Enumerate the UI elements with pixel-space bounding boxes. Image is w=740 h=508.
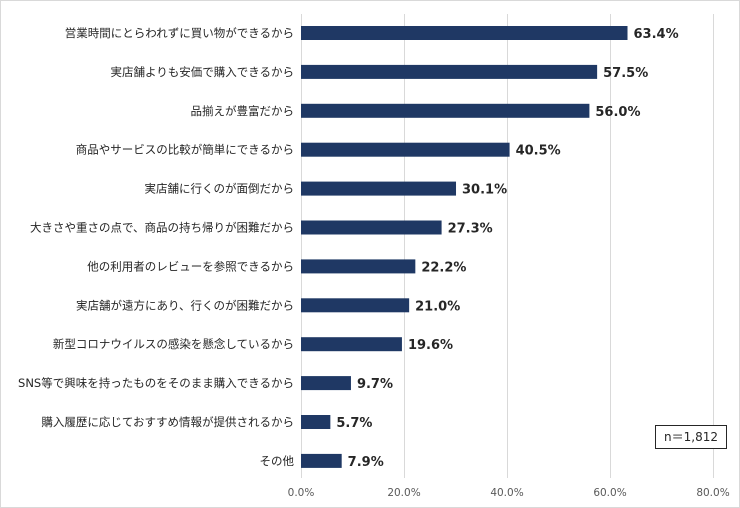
category-label: 購入履歴に応じておすすめ情報が提供されるから [41, 415, 294, 429]
category-label: 実店舗に行くのが面倒だから [145, 182, 295, 196]
x-tick-label: 0.0% [288, 487, 315, 499]
bar [301, 103, 590, 118]
bar [301, 181, 457, 196]
bar [301, 337, 402, 352]
category-label: 営業時間にとらわれずに買い物ができるから [65, 26, 294, 40]
category-label: 実店舗が遠方にあり、行くのが困難だから [76, 298, 294, 312]
category-label: 他の利用者のレビューを参照できるから [87, 259, 294, 273]
value-label: 30.1% [462, 183, 507, 198]
labels: 0.0% 20.0% 40.0% 60.0% 80.0% 営業時間にとらわれずに買い物がで… [18, 26, 730, 499]
category-label: 品揃えが豊富だから [191, 104, 295, 118]
grid-lines [301, 14, 714, 478]
bar [301, 64, 598, 79]
bar [301, 142, 510, 157]
category-label: その他 [260, 454, 295, 468]
value-label: 63.4% [634, 27, 679, 42]
bars [301, 26, 628, 468]
category-label: 新型コロナウイルスの感染を懸念しているから [53, 337, 294, 351]
value-label: 19.6% [408, 338, 453, 353]
bar [301, 298, 410, 313]
x-tick-label: 40.0% [490, 487, 523, 499]
bar [301, 220, 442, 235]
bar [301, 26, 628, 40]
bar [301, 259, 416, 274]
value-label: 7.9% [348, 455, 384, 470]
x-tick-label: 80.0% [696, 487, 729, 499]
value-label: 5.7% [336, 416, 372, 431]
x-tick-label: 60.0% [593, 487, 626, 499]
value-label: 57.5% [603, 66, 648, 81]
bar [301, 376, 351, 391]
sample-size-annotation: n＝1,812 [655, 425, 727, 449]
value-label: 56.0% [595, 105, 640, 120]
bar [301, 453, 342, 468]
category-label: 商品やサービスの比較が簡単にできるから [76, 143, 294, 157]
x-tick-label: 20.0% [387, 487, 420, 499]
value-label: 22.2% [421, 260, 466, 275]
category-label: 大きさや重さの点で、商品の持ち帰りが困難だから [30, 221, 294, 235]
category-label: 実店舗よりも安価で購入できるから [110, 65, 294, 79]
bar [301, 415, 331, 429]
value-label: 40.5% [516, 144, 561, 159]
value-label: 21.0% [415, 299, 460, 314]
value-label: 27.3% [448, 222, 493, 237]
value-label: 9.7% [357, 377, 393, 392]
category-label: SNS等で興味を持ったものをそのまま購入できるから [18, 376, 294, 390]
